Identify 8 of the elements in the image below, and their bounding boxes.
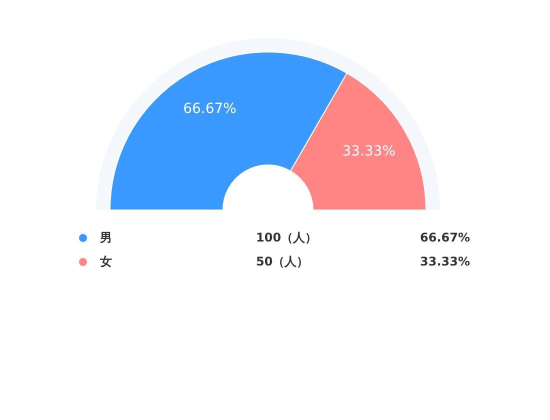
legend-label: 女 [99,254,112,268]
text: 33.33% [342,144,396,160]
text: 66.67% [183,100,236,117]
legend-label: 男 [99,230,112,244]
text: 33.33% [420,254,470,268]
data-label: 100（人） [256,230,318,244]
data-label: 50（人） [256,254,309,268]
text: 66.67% [420,230,470,244]
